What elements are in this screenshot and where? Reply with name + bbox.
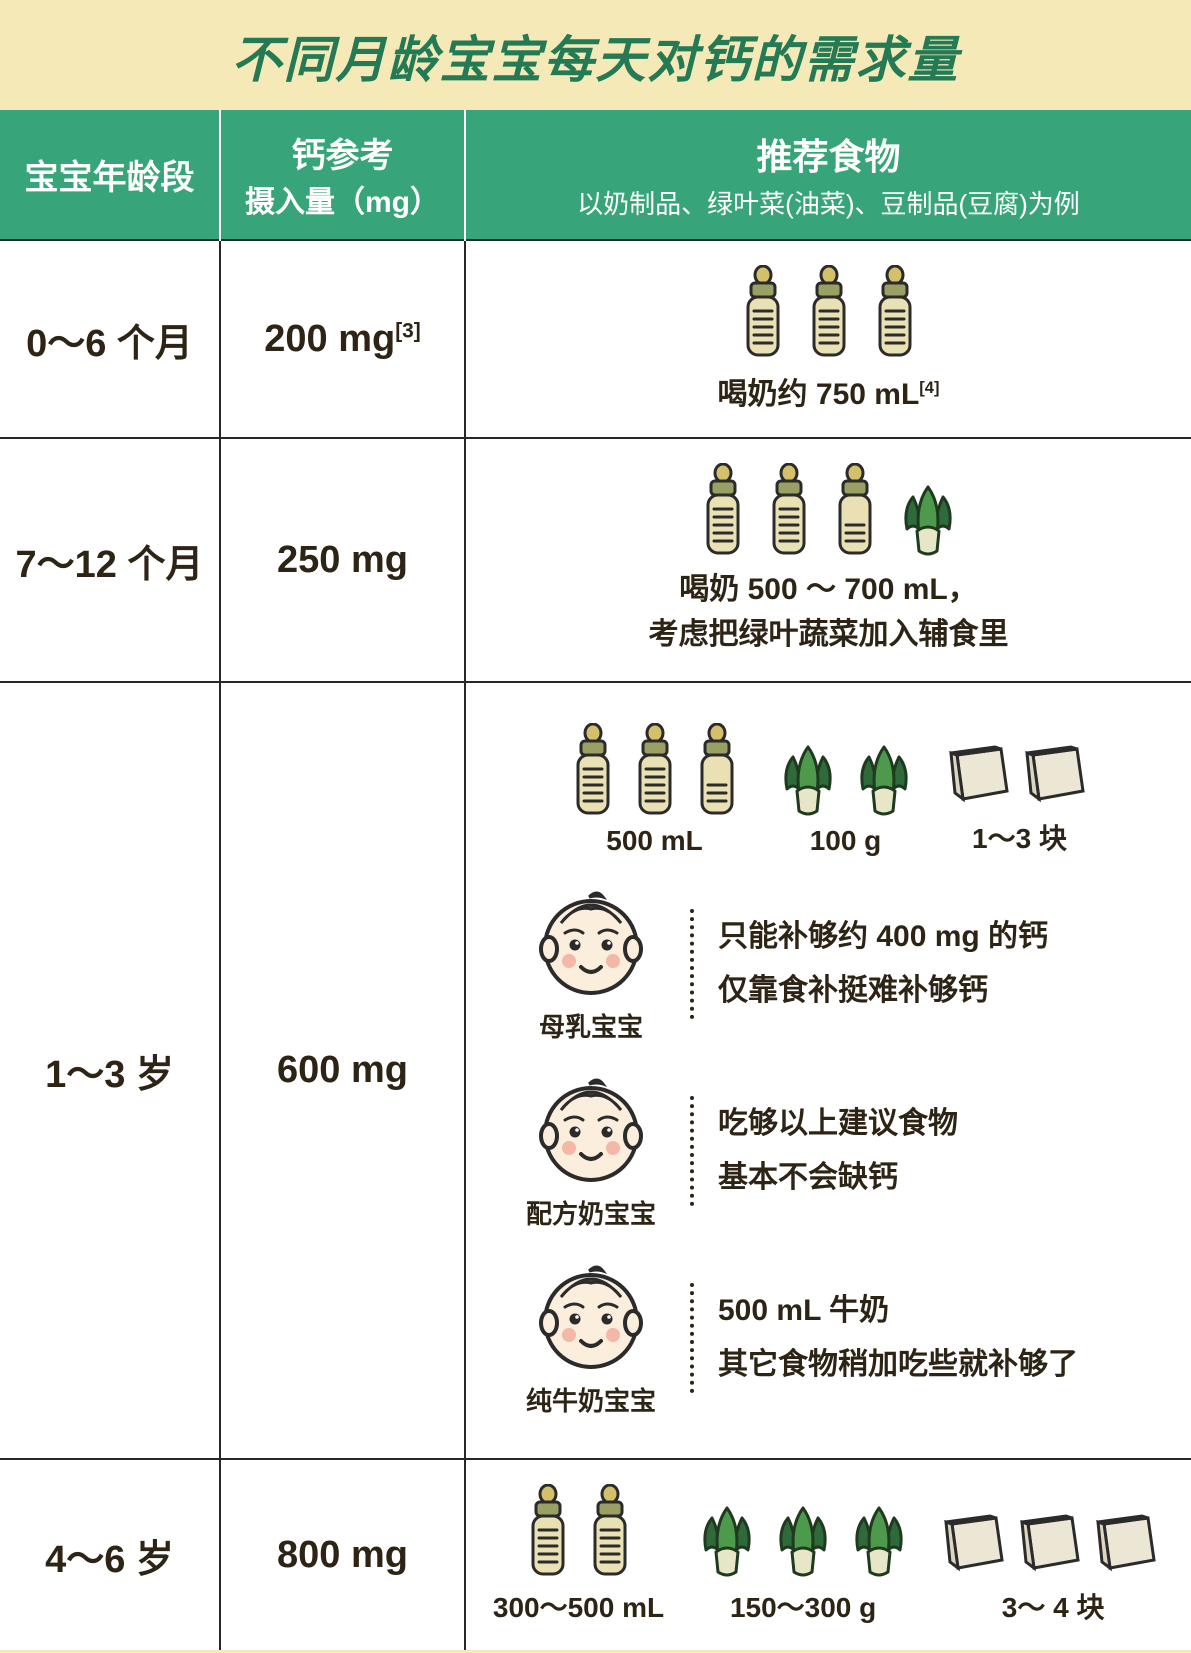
baby-name: 配方奶宝宝 — [526, 1194, 656, 1231]
baby-note: 吃够以上建议食物基本不会缺钙 — [718, 1097, 958, 1205]
age-cell: 4～6 岁 — [0, 1459, 220, 1650]
age-cell: 0～6 个月 — [0, 240, 220, 438]
bottle-icon — [867, 265, 923, 361]
baby-face-icon — [531, 1257, 651, 1377]
baby-block: 母乳宝宝 — [516, 883, 666, 1044]
intake-cell: 250 mg — [220, 438, 465, 682]
bottle-icon — [689, 723, 745, 819]
veg-group: 100 g — [773, 739, 919, 857]
page-title: 不同月龄宝宝每天对钙的需求量 — [0, 20, 1191, 92]
calcium-table: 宝宝年龄段 钙参考 摄入量（mg） 推荐食物 以奶制品、绿叶菜(油菜)、豆制品(… — [0, 110, 1191, 1650]
table-row: 1～3 岁 600 mg 500 mL — [0, 682, 1191, 1459]
vegetable-icon — [773, 739, 843, 819]
vegetable-icon — [844, 1500, 914, 1580]
tofu-icon — [947, 735, 1017, 811]
divider — [690, 1096, 694, 1206]
food-cell: 500 mL 100 g — [465, 682, 1191, 1459]
vegetable-icon — [893, 479, 963, 559]
bottle-icon — [801, 265, 857, 361]
table-row: 7～12 个月 250 mg 喝奶 500 ～ 700 mL，考虑把绿叶蔬菜加入… — [0, 438, 1191, 682]
tofu-group: 3～ 4 块 — [942, 1504, 1164, 1626]
baby-block: 纯牛奶宝宝 — [516, 1257, 666, 1418]
baby-name: 纯牛奶宝宝 — [526, 1381, 656, 1418]
col-age: 宝宝年龄段 — [0, 110, 220, 240]
intake-cell: 600 mg — [220, 682, 465, 1459]
bottle-icon — [582, 1484, 638, 1580]
food-cell: 喝奶 500 ～ 700 mL，考虑把绿叶蔬菜加入辅食里 — [465, 438, 1191, 682]
baby-type-row: 配方奶宝宝 吃够以上建议食物基本不会缺钙 — [516, 1070, 1181, 1231]
col-intake: 钙参考 摄入量（mg） — [220, 110, 465, 240]
milk-group: 500 mL — [565, 723, 745, 857]
bottle-icon — [627, 723, 683, 819]
table-row: 0～6 个月 200 mg[3] 喝奶约 750 mL[4] — [0, 240, 1191, 438]
baby-name: 母乳宝宝 — [539, 1007, 643, 1044]
bottle-icon — [565, 723, 621, 819]
bottle-icon — [520, 1484, 576, 1580]
baby-face-icon — [531, 883, 651, 1003]
intake-cell: 200 mg[3] — [220, 240, 465, 438]
tofu-icon — [1018, 1504, 1088, 1580]
bottle-icon — [735, 265, 791, 361]
vegetable-icon — [849, 739, 919, 819]
food-cell: 300～500 mL 150～300 g — [465, 1459, 1191, 1650]
title-bar: 不同月龄宝宝每天对钙的需求量 — [0, 0, 1191, 110]
age-cell: 1～3 岁 — [0, 682, 220, 1459]
tofu-icon — [1023, 735, 1093, 811]
veg-group: 150～300 g — [692, 1500, 914, 1626]
bottle-icon — [761, 463, 817, 559]
intake-cell: 800 mg — [220, 1459, 465, 1650]
table-row: 4～6 岁 800 mg 300～500 mL — [0, 1459, 1191, 1650]
col-food: 推荐食物 以奶制品、绿叶菜(油菜)、豆制品(豆腐)为例 — [465, 110, 1191, 240]
milk-group: 300～500 mL — [493, 1484, 664, 1626]
baby-note: 只能补够约 400 mg 的钙仅靠食补挺难补够钙 — [718, 910, 1048, 1018]
vegetable-icon — [768, 1500, 838, 1580]
tofu-icon — [942, 1504, 1012, 1580]
tofu-icon — [1094, 1504, 1164, 1580]
tofu-group: 1～3 块 — [947, 735, 1093, 857]
age-cell: 7～12 个月 — [0, 438, 220, 682]
baby-type-row: 纯牛奶宝宝 500 mL 牛奶其它食物稍加吃些就补够了 — [516, 1257, 1181, 1418]
baby-face-icon — [531, 1070, 651, 1190]
vegetable-icon — [692, 1500, 762, 1580]
bottle-icon — [827, 463, 883, 559]
bottle-icon — [695, 463, 751, 559]
baby-note: 500 mL 牛奶其它食物稍加吃些就补够了 — [718, 1284, 1078, 1392]
divider — [690, 909, 694, 1019]
food-cell: 喝奶约 750 mL[4] — [465, 240, 1191, 438]
baby-type-row: 母乳宝宝 只能补够约 400 mg 的钙仅靠食补挺难补够钙 — [516, 883, 1181, 1044]
baby-block: 配方奶宝宝 — [516, 1070, 666, 1231]
divider — [690, 1283, 694, 1393]
